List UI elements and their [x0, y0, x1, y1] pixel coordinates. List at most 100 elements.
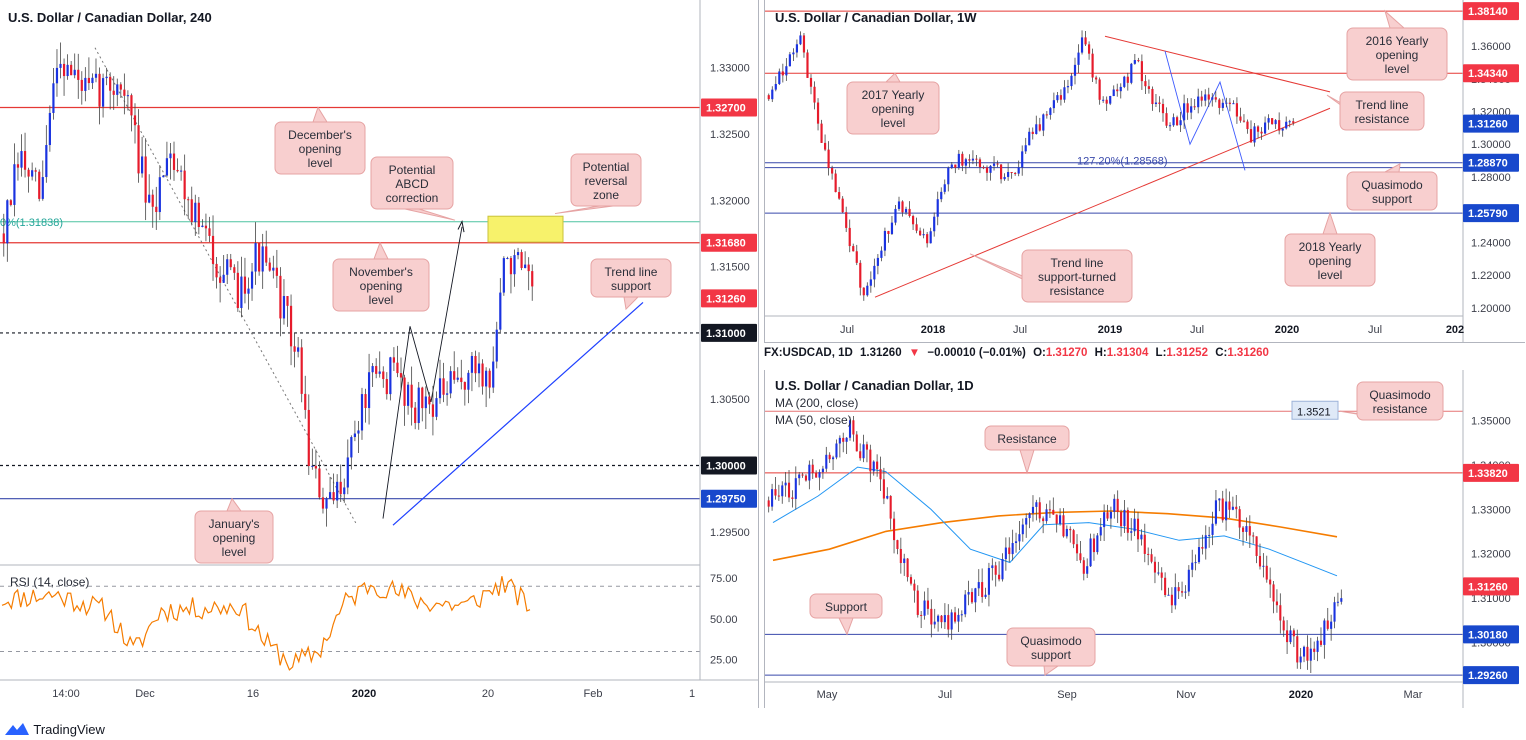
cD-candle	[1055, 514, 1058, 524]
c240-candle	[524, 264, 527, 269]
cD-candle	[1011, 543, 1014, 555]
x-tick-label: Sep	[1057, 689, 1077, 701]
y-tick-label: 1.31500	[710, 262, 750, 274]
rsi-tick-label: 25.00	[710, 655, 738, 667]
quote-close: 1.31260	[1227, 347, 1269, 359]
note-trend-resistance-box	[1339, 91, 1425, 131]
cW-candle	[954, 164, 957, 168]
c240-candle	[70, 64, 73, 76]
cD-candle	[1248, 526, 1251, 536]
note-abcd-correction-pointer	[404, 208, 456, 221]
c240-candle	[176, 169, 179, 172]
c240-candle	[183, 170, 186, 200]
legend-ma50: MA (50, close)	[775, 413, 852, 427]
note-quasimodo-resistance-box	[1356, 381, 1444, 421]
cW-candle	[1249, 129, 1253, 143]
note-abcd-correction-box	[370, 156, 454, 210]
note-december-open-pointer	[312, 106, 328, 123]
cD-candle	[920, 614, 923, 616]
chart-panel-1d[interactable]: 1.3521 Quasimodo resistance Resistance Suppo…	[764, 370, 1525, 708]
cW-candle	[1285, 121, 1288, 129]
cW-candle	[1077, 52, 1080, 65]
cW-candle	[1070, 75, 1073, 87]
note-2018-open-box	[1284, 233, 1376, 287]
note-november-open-line: November's	[349, 265, 413, 279]
c240-candle	[353, 433, 356, 438]
note-abcd-correction-line: ABCD	[395, 177, 429, 191]
cD-candle	[1021, 524, 1024, 535]
cD-candle	[967, 592, 970, 595]
y-tick-label: 1.33000	[710, 63, 750, 75]
cD-candle	[994, 565, 997, 575]
c240-candle	[101, 78, 105, 107]
c240-candle	[98, 73, 101, 107]
cD-candle	[909, 577, 913, 584]
x-tick-label: 202	[1446, 324, 1464, 336]
y-tick-label: 1.29500	[710, 527, 750, 539]
cW-candle	[806, 52, 809, 78]
cW-candle	[964, 159, 967, 166]
chart-1d-svg[interactable]: 1.3521QuasimodoresistanceResistanceSuppo…	[765, 370, 1525, 708]
quote-bar: FX:USDCAD, 1D 1.31260 ▼ −0.00010 (−0.01%…	[764, 347, 1524, 365]
c240-candle	[6, 200, 9, 244]
cD-candle	[970, 592, 974, 603]
c240-candle	[62, 63, 66, 77]
y-tick-label: 1.20000	[1471, 303, 1511, 315]
note-december-open-line: opening	[299, 142, 342, 156]
price-tag-1.33820: 1.33820	[1468, 468, 1508, 480]
c240-candle	[84, 77, 87, 91]
c240-candle	[314, 465, 317, 469]
x-tick-label: Jul	[1013, 324, 1027, 336]
cD-candle	[1245, 526, 1248, 532]
c240-candle	[261, 246, 264, 272]
note-resistance-box	[984, 425, 1070, 451]
c240-candle	[421, 387, 424, 409]
c240-candle	[9, 200, 12, 205]
x-tick-label: Nov	[1176, 689, 1196, 701]
cW-candle	[852, 246, 855, 252]
cD-candle	[1204, 535, 1207, 549]
cD-candle	[960, 614, 963, 616]
cW-candle	[982, 167, 985, 169]
cD-candle	[1072, 530, 1075, 545]
c240-candle	[45, 145, 48, 178]
cW-candle	[1151, 88, 1154, 105]
cD-candle	[1323, 620, 1326, 645]
cW-candle	[1140, 61, 1143, 82]
c240-candle	[513, 255, 516, 275]
cW-candle	[901, 201, 904, 213]
cD-candle	[879, 469, 882, 480]
cD-candle	[1130, 531, 1133, 533]
note-january-open-line: level	[222, 545, 247, 559]
x-tick-label: Jul	[1368, 324, 1382, 336]
chart-panel-240[interactable]: 0%(1.31838) December's opening level Potenti…	[0, 0, 759, 708]
cD-candle	[869, 449, 872, 472]
cW-candle	[1271, 118, 1274, 125]
chart-panel-1w[interactable]: 127.20%(1.28568) 2016 Yearly opening level 2…	[764, 0, 1525, 343]
price-tag-1.31000-bg	[701, 323, 757, 342]
cW-candle	[1256, 126, 1260, 132]
cD-candle	[981, 582, 984, 598]
cD-candle	[940, 615, 943, 623]
x-tick-label: May	[817, 689, 838, 701]
cD-candle	[1052, 509, 1055, 515]
tradingview-logo[interactable]: TradingView	[4, 718, 105, 737]
c240-candle	[282, 296, 286, 319]
note-quasimodo-resistance-line: resistance	[1373, 402, 1428, 416]
c240-candle	[211, 235, 215, 264]
c240-candle	[272, 267, 275, 271]
x-tick-label: Feb	[584, 688, 603, 700]
cD-candle	[1306, 646, 1309, 661]
c240-candle	[258, 243, 261, 272]
cD-candle	[899, 548, 902, 564]
cD-candle	[832, 457, 835, 460]
chart-1w-svg[interactable]: 127.20%(1.28568)2016 Yearlyopeninglevel2…	[765, 0, 1525, 342]
c240-candle	[236, 272, 239, 309]
cW-candle	[971, 158, 975, 161]
cD-candle	[1160, 572, 1163, 578]
cD-candle	[1197, 547, 1201, 563]
cD-candle	[771, 489, 774, 507]
cD-candle	[1089, 538, 1092, 567]
cD-candle	[1075, 544, 1079, 554]
